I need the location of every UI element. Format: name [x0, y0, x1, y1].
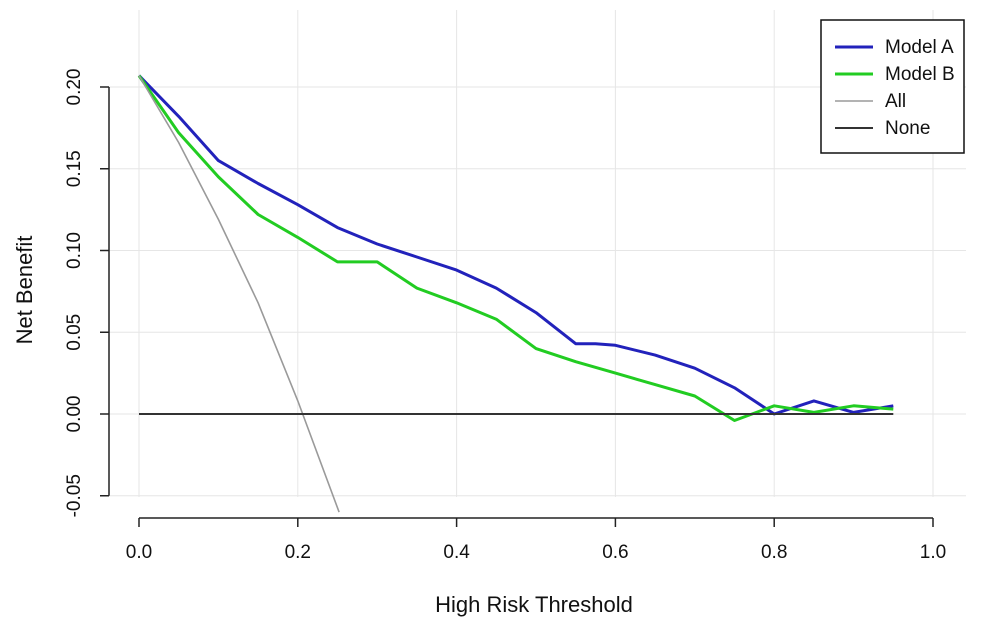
x-tick-label: 0.4 [443, 542, 470, 563]
legend: Model A Model B All None [820, 19, 965, 154]
y-tick-label: 0.05 [64, 314, 85, 351]
x-axis-title: High Risk Threshold [435, 592, 633, 617]
x-tick-label: 1.0 [920, 542, 946, 563]
y-axis-title: Net Benefit [12, 236, 37, 345]
x-tick-label: 0.0 [126, 542, 152, 563]
series-layer [137, 74, 894, 513]
y-tick-label: 0.20 [64, 69, 85, 106]
y-tick-label: 0.15 [64, 150, 85, 187]
legend-label: None [885, 118, 930, 139]
series-line-model-a [137, 74, 894, 416]
x-tick-label: 0.6 [602, 542, 628, 563]
legend-label: Model B [885, 64, 955, 85]
series-line-all [138, 75, 340, 513]
y-tick-label: -0.05 [64, 474, 85, 517]
legend-label: Model A [885, 37, 954, 58]
series-line-model-b [137, 74, 894, 422]
y-tick-label: 0.00 [64, 396, 85, 433]
y-tick-label: 0.10 [64, 232, 85, 269]
x-tick-label: 0.2 [285, 542, 311, 563]
x-tick-label: 0.8 [761, 542, 787, 563]
legend-box [820, 19, 965, 154]
legend-label: All [885, 91, 906, 112]
axes-layer: 0.0 0.2 0.4 0.6 0.8 1.0 -0.05 0.00 0.05 0.10 0.15 0… [64, 69, 946, 563]
